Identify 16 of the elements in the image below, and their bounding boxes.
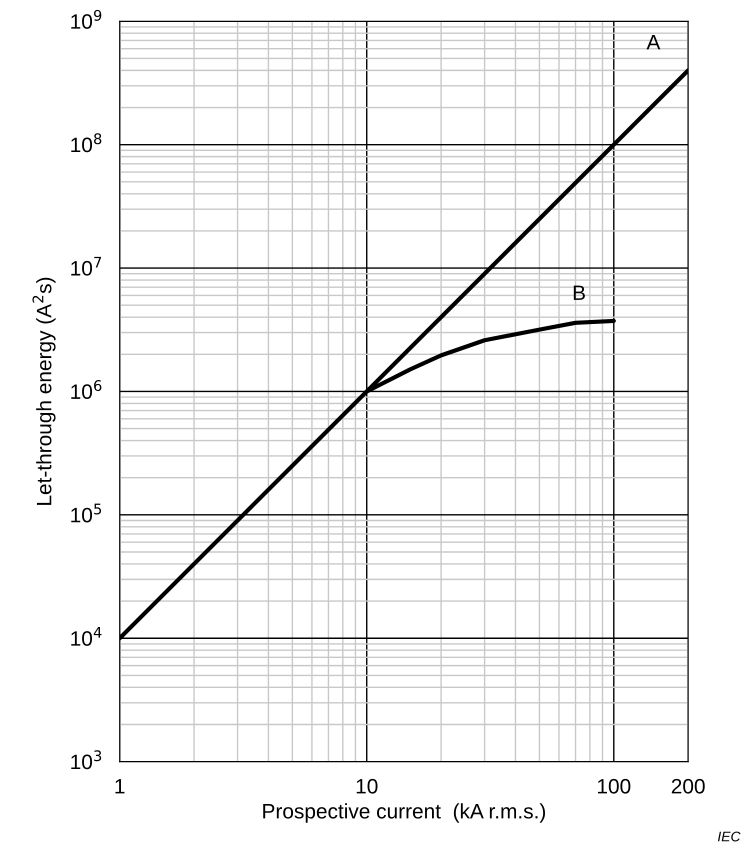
x-axis-title: Prospective current (kA r.m.s.): [263, 803, 546, 823]
x-tick-label: 100: [598, 778, 630, 794]
y-tick-label: 10$^{7}$: [71, 256, 102, 276]
y-tick-label: 10$^{4}$: [71, 627, 102, 646]
text: IEC: [718, 832, 741, 842]
y-tick-label: 10$^{9}$: [71, 10, 102, 29]
y-tick-label: 10$^{5}$: [71, 504, 102, 522]
y-tick-label: 10$^{6}$: [71, 380, 102, 400]
x-tick-label: 10: [356, 778, 378, 794]
y-tick-label: 10$^{3}$: [71, 750, 102, 770]
x-tick-label: 1: [115, 779, 124, 794]
annotation: A: [646, 35, 660, 50]
x-tick-label: 200: [672, 778, 705, 794]
annotation: B: [574, 286, 585, 300]
y-axis-title: Let-through energy (A$^{2}$s): [32, 278, 56, 505]
y-tick-label: 10$^{8}$: [71, 133, 102, 152]
